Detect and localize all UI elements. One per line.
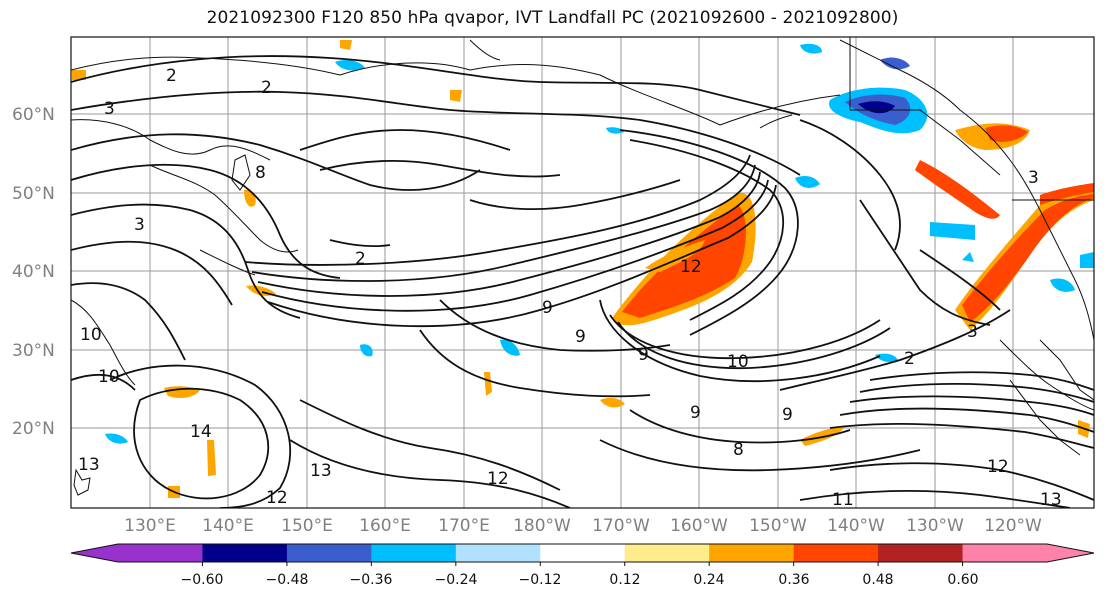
lon-label: 140°W bbox=[827, 516, 885, 536]
contour-label: 12 bbox=[487, 469, 509, 489]
colorbar-tick-label: 0.36 bbox=[778, 572, 809, 588]
colorbar-tick-label: 0.12 bbox=[609, 572, 640, 588]
contour-label: 8 bbox=[733, 440, 744, 460]
lon-label: 180°W bbox=[513, 516, 571, 536]
contour-label: 2 bbox=[904, 349, 915, 369]
colorbar-cell bbox=[202, 544, 288, 562]
colorbar-tick-label: −0.24 bbox=[435, 572, 478, 588]
lon-label: 170°E bbox=[438, 516, 490, 536]
contour-label: 3 bbox=[1028, 168, 1039, 188]
contour-label: 9 bbox=[542, 298, 553, 318]
colorbar: −0.60 −0.48 −0.36 −0.24 −0.12 0.12 0.24 … bbox=[70, 543, 1095, 588]
contour-label: 14 bbox=[190, 422, 212, 442]
lat-label: 30°N bbox=[12, 341, 55, 361]
colorbar-tick-label: −0.12 bbox=[519, 572, 562, 588]
contour-label: 9 bbox=[782, 405, 793, 425]
longitude-labels: 130°E 140°E 150°E 160°E 170°E 180°W 170°… bbox=[124, 516, 1042, 536]
contour-label: 13 bbox=[310, 461, 332, 481]
lon-label: 140°E bbox=[202, 516, 254, 536]
lat-label: 60°N bbox=[12, 105, 55, 125]
contour-label: 3 bbox=[134, 215, 145, 235]
colorbar-extend-low bbox=[71, 544, 118, 562]
colorbar-tick-label: 0.24 bbox=[693, 572, 724, 588]
shading-positive bbox=[72, 40, 1094, 498]
contour-label: 12 bbox=[680, 257, 702, 277]
contour-label: 10 bbox=[80, 325, 102, 345]
colorbar-cell bbox=[962, 544, 1048, 562]
lon-label: 130°W bbox=[906, 516, 964, 536]
contour-label: 9 bbox=[690, 403, 701, 423]
lat-label: 40°N bbox=[12, 262, 55, 282]
colorbar-cell bbox=[286, 544, 372, 562]
contour-label: 2 bbox=[166, 66, 177, 86]
contour-label: 11 bbox=[832, 490, 854, 510]
colorbar-tick-label: −0.48 bbox=[266, 572, 309, 588]
colorbar-tick-label: −0.60 bbox=[181, 572, 224, 588]
colorbar-cell bbox=[793, 544, 879, 562]
contour-labels: 2 2 3 3 2 8 10 10 9 9 9 10 12 3 3 2 14 1… bbox=[78, 66, 1062, 510]
contour-label: 9 bbox=[638, 345, 649, 365]
lon-label: 150°W bbox=[749, 516, 807, 536]
map-panel: 2 2 3 3 2 8 10 10 9 9 9 10 12 3 3 2 14 1… bbox=[70, 36, 1095, 510]
contour-label: 3 bbox=[104, 99, 115, 119]
map-frame bbox=[70, 36, 1095, 509]
colorbar-cell bbox=[709, 544, 795, 562]
colorbar-cell bbox=[878, 544, 964, 562]
colorbar-cell bbox=[540, 544, 626, 562]
contours bbox=[71, 55, 1094, 508]
contour-label: 2 bbox=[261, 78, 272, 98]
lon-label: 130°E bbox=[124, 516, 176, 536]
lat-label: 20°N bbox=[12, 419, 55, 439]
coastlines bbox=[71, 37, 1094, 496]
contour-label: 13 bbox=[78, 455, 100, 475]
contour-label: 8 bbox=[255, 163, 266, 183]
contour-label: 12 bbox=[987, 457, 1009, 477]
colorbar-tick-label: 0.60 bbox=[947, 572, 978, 588]
colorbar-tick-label: 0.48 bbox=[862, 572, 893, 588]
colorbar-extend-high bbox=[1047, 544, 1094, 562]
colorbar-cell bbox=[371, 544, 457, 562]
lon-label: 120°W bbox=[984, 516, 1042, 536]
colorbar-outline bbox=[70, 543, 1095, 563]
map-title: 2021092300 F120 850 hPa qvapor, IVT Land… bbox=[206, 8, 899, 28]
colorbar-cell bbox=[624, 544, 710, 562]
contour-label: 9 bbox=[575, 327, 586, 347]
contour-label: 10 bbox=[727, 352, 749, 372]
lon-label: 170°W bbox=[592, 516, 650, 536]
contour-label: 12 bbox=[266, 488, 288, 508]
lon-label: 160°E bbox=[359, 516, 411, 536]
colorbar-cell bbox=[118, 544, 203, 562]
contour-label: 10 bbox=[98, 367, 120, 387]
colorbar-cell bbox=[455, 544, 541, 562]
latitude-labels: 60°N 50°N 40°N 30°N 20°N bbox=[12, 105, 55, 439]
colorbar-tick-label: −0.36 bbox=[350, 572, 393, 588]
contour-label: 2 bbox=[355, 249, 366, 269]
lon-label: 150°E bbox=[281, 516, 333, 536]
contour-label: 3 bbox=[967, 322, 978, 342]
colorbar-tick-labels: −0.60 −0.48 −0.36 −0.24 −0.12 0.12 0.24 … bbox=[181, 572, 979, 588]
lat-label: 50°N bbox=[12, 184, 55, 204]
contour-label: 13 bbox=[1040, 490, 1062, 510]
lon-label: 160°W bbox=[670, 516, 728, 536]
